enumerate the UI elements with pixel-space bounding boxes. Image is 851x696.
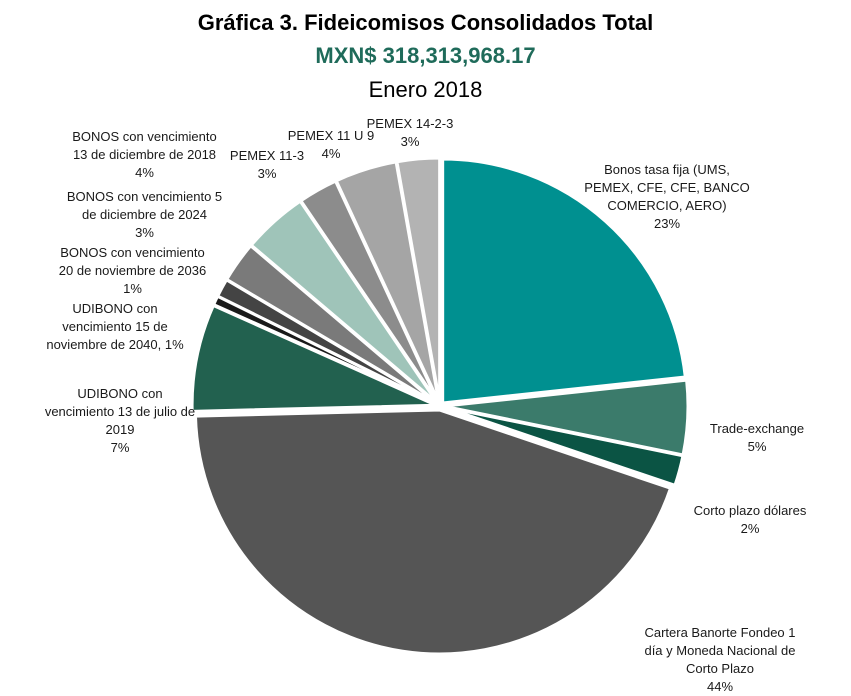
slice-label-udibono-2019: UDIBONO con vencimiento 13 de julio de 201…	[44, 386, 196, 455]
slice-label-pemex-11-u-9: PEMEX 11 U 9 4%	[287, 128, 375, 161]
slice-label-udibono-2040: UDIBONO con vencimiento 15 de noviembre de…	[46, 301, 184, 352]
slice-label-pemex-11-3: PEMEX 11-3 3%	[229, 148, 305, 181]
slice-label-trade-exchange: Trade-exchange 5%	[709, 421, 805, 454]
pie-slice-bonos-tasa-fija	[441, 157, 687, 405]
chart-period: Enero 2018	[368, 77, 483, 102]
slice-label-bonos-2024: BONOS con vencimiento 5 de diciembre de 2…	[66, 189, 223, 240]
slice-label-bonos-2018: BONOS con vencimiento 13 de diciembre de …	[72, 129, 217, 180]
chart-title: Gráfica 3. Fideicomisos Consolidados Tot…	[197, 10, 654, 35]
slice-label-cartera-banorte: Cartera Banorte Fondeo 1 día y Moneda Nac…	[644, 625, 796, 694]
pie-slice-corto-plazo-dolares	[443, 405, 685, 488]
slice-label-bonos-tasa-fija: Bonos tasa fija (UMS, PEMEX, CFE, CFE, BA…	[584, 162, 750, 231]
slice-label-bonos-2036: BONOS con vencimiento 20 de noviembre de …	[58, 245, 207, 296]
pie-slice-cartera-banorte	[193, 408, 673, 656]
pie-slice-udibono-2019	[190, 303, 437, 413]
chart-subtitle: MXN$ 318,313,968.17	[315, 43, 536, 68]
pie-slice-pemex-14-2-3	[395, 156, 442, 403]
slice-label-pemex-14-2-3: PEMEX 14-2-3 3%	[366, 116, 454, 149]
slice-label-corto-plazo-dolares: Corto plazo dólares 2%	[693, 503, 807, 536]
